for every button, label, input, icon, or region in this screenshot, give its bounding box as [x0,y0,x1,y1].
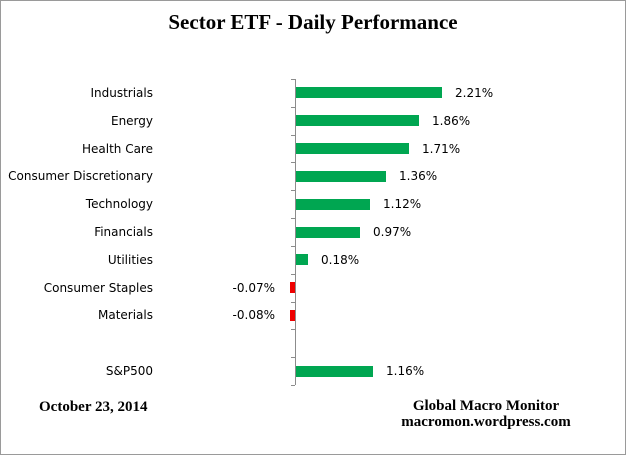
axis-tick [291,79,295,80]
bar-positive [296,171,386,182]
credit-line-2: macromon.wordpress.com [401,414,571,430]
axis-tick [291,162,295,163]
category-label: Industrials [90,86,153,100]
chart-title: Sector ETF - Daily Performance [168,10,458,34]
bar-positive [296,227,360,238]
value-label: 1.16% [386,364,425,378]
category-axis-line [295,79,296,385]
axis-tick [291,135,295,136]
axis-tick [291,218,295,219]
value-label: 1.12% [383,197,422,211]
axis-tick [291,302,295,303]
category-label: Consumer Staples [43,281,153,295]
bar-positive [296,87,442,98]
value-label: 0.18% [321,253,360,267]
bar-positive [296,199,370,210]
category-label: Materials [97,308,153,322]
value-label: 1.71% [422,142,461,156]
bar-positive [296,254,308,265]
value-label: 0.97% [373,225,412,239]
value-label: -0.07% [232,281,275,295]
category-label: S&P500 [105,364,153,378]
axis-tick [291,190,295,191]
value-label: 2.21% [455,86,494,100]
credit-block: Global Macro Monitor macromon.wordpress.… [361,398,611,430]
bar-positive [296,115,419,126]
axis-tick [291,385,295,386]
category-label: Health Care [81,142,153,156]
value-label: -0.08% [232,308,275,322]
value-label: 1.86% [432,114,471,128]
axis-tick [291,246,295,247]
category-label: Utilities [107,253,153,267]
bar-positive [296,143,409,154]
credit-line-1: Global Macro Monitor [412,398,560,414]
bar-negative [290,282,295,293]
axis-tick [291,357,295,358]
value-label: 1.36% [399,169,438,183]
category-label: Consumer Discretionary [8,169,153,183]
category-label: Energy [110,114,153,128]
axis-tick [291,107,295,108]
category-label: Financials [94,225,153,239]
bar-negative [290,310,295,321]
axis-tick [291,329,295,330]
axis-tick [291,274,295,275]
date-label: October 23, 2014 [39,399,148,415]
bar-positive [296,366,373,377]
category-label: Technology [85,197,153,211]
